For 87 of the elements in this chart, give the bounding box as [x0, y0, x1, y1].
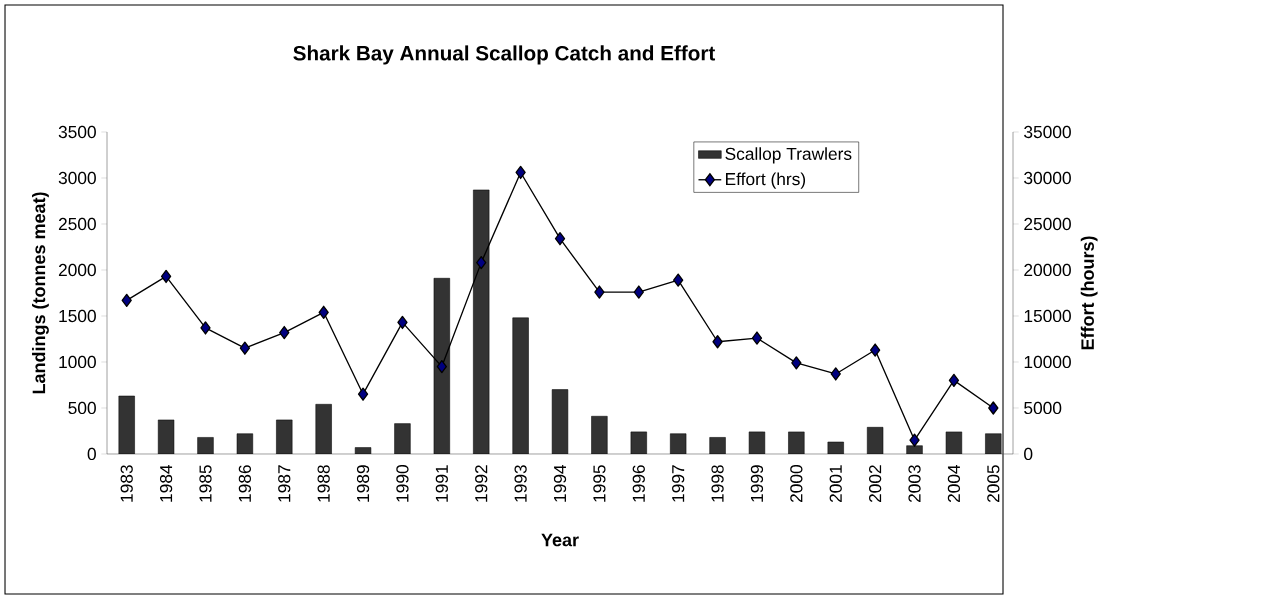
x-tick-label: 1990: [396, 465, 409, 502]
x-tick-label: 1984: [159, 464, 173, 502]
bar: [591, 416, 608, 454]
point: [751, 331, 763, 345]
bar: [670, 433, 687, 454]
point: [869, 343, 881, 357]
x-tick-label: 1983: [120, 465, 133, 502]
y-tick-label: 500: [68, 401, 96, 415]
y2-axis-title: Effort (hours): [1080, 236, 1098, 350]
y-axis-title: Landings (tonnes meat): [32, 192, 49, 394]
x-tick-label: 2005: [987, 465, 1000, 503]
point: [554, 232, 566, 246]
x-tick-label: 2000: [790, 465, 803, 503]
point: [712, 335, 723, 349]
y-tick-label: 1500: [59, 309, 96, 323]
bar: [709, 437, 726, 454]
y2-tick-label: 0: [1024, 447, 1033, 461]
y2-tick-label: 10000: [1024, 355, 1071, 369]
y2-tick-label: 35000: [1024, 125, 1071, 139]
x-tick-label: 1989: [356, 465, 370, 502]
point: [476, 255, 487, 270]
point: [397, 315, 408, 330]
point: [279, 325, 290, 340]
point: [791, 356, 802, 370]
x-tick-label: 1995: [593, 465, 606, 502]
point: [594, 285, 605, 299]
x-tick-label: 2002: [868, 465, 882, 503]
point: [357, 387, 369, 401]
x-tick-label: 1999: [750, 465, 764, 502]
bar: [630, 431, 647, 454]
point: [515, 165, 526, 180]
y-tick-label: 3000: [58, 171, 96, 185]
x-tick-label: 1996: [632, 465, 645, 502]
point: [673, 273, 684, 287]
x-tick-label: 1992: [475, 465, 488, 502]
point: [909, 433, 920, 447]
x-axis-title: Year: [541, 533, 579, 547]
y-tick-label: 2500: [58, 217, 96, 231]
y-tick-label: 3500: [58, 125, 96, 139]
y2-tick-label: 25000: [1024, 217, 1071, 231]
bar: [512, 317, 529, 454]
x-tick-label: 2001: [829, 465, 842, 503]
x-tick-label: 1994: [553, 464, 567, 502]
point: [633, 285, 644, 299]
point: [948, 373, 960, 388]
x-tick-label: 1987: [278, 465, 291, 502]
point: [988, 401, 999, 415]
y2-tick-label: 20000: [1024, 263, 1071, 277]
point: [830, 367, 841, 381]
bar: [945, 431, 963, 454]
bar: [118, 395, 135, 454]
bar: [236, 433, 254, 454]
x-tick-label: 1998: [711, 465, 724, 502]
legend-label: Scallop Trawlers: [725, 147, 852, 164]
x-tick-label: 1986: [238, 465, 252, 502]
bar: [276, 419, 293, 454]
bar: [551, 389, 569, 454]
legend-label: Effort (hrs): [726, 172, 806, 189]
y-tick-label: 2000: [58, 263, 96, 277]
bar: [157, 419, 175, 454]
y-tick-label: 1000: [59, 355, 96, 369]
bar: [197, 437, 214, 454]
bar: [866, 427, 884, 454]
bar: [315, 404, 332, 454]
point: [239, 341, 251, 355]
bar: [354, 447, 372, 454]
point: [318, 305, 329, 319]
bar: [788, 431, 805, 454]
x-tick-label: 2003: [908, 465, 921, 503]
point: [436, 359, 448, 374]
chart-title: Shark Bay Annual Scallop Catch and Effort: [293, 45, 716, 65]
point: [160, 269, 172, 284]
x-tick-label: 1997: [672, 465, 685, 502]
point: [200, 321, 211, 335]
x-tick-label: 1985: [199, 465, 212, 502]
y2-tick-label: 15000: [1024, 309, 1071, 323]
bar: [394, 423, 411, 454]
bar: [748, 431, 766, 454]
x-tick-label: 2004: [947, 464, 961, 503]
y2-tick-label: 5000: [1024, 401, 1062, 415]
x-tick-label: 1993: [514, 465, 527, 502]
point: [121, 293, 132, 308]
bar: [827, 441, 844, 454]
x-tick-label: 1991: [435, 465, 448, 502]
y-tick-label: 0: [87, 447, 96, 461]
x-tick-label: 1988: [317, 465, 330, 502]
y2-tick-label: 30000: [1024, 171, 1071, 185]
